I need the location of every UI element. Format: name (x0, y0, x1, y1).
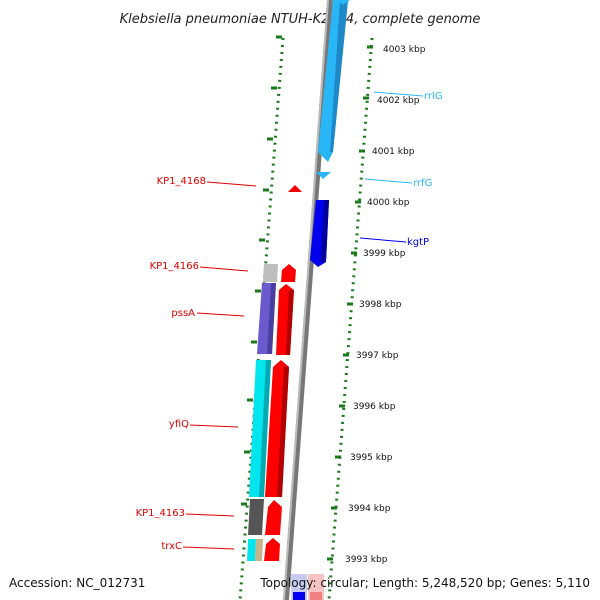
ruler-major-ticks (241, 35, 373, 561)
topology-text: Topology: circular; Length: 5,248,520 bp… (259, 576, 590, 590)
cog-category-boxes (247, 264, 278, 561)
kbp-label: 3999 kbp (363, 249, 406, 259)
label-pssA[interactable]: pssA (171, 308, 195, 319)
gene-trxC-red[interactable] (264, 538, 280, 561)
cog-box-KP1_4166 (263, 264, 278, 282)
label-rrfG[interactable]: rrfG (413, 178, 432, 189)
kbp-scale-labels: 4003 kbp 4002 kbp 4001 kbp 4000 kbp 3999… (345, 45, 426, 565)
feature-rrfG[interactable] (316, 172, 331, 179)
accession-text: Accession: NC_012731 (9, 576, 145, 590)
label-rrlG[interactable]: rrlG (424, 91, 443, 102)
label-KP1_4163[interactable]: KP1_4163 (136, 508, 185, 519)
feature-KP1_4168[interactable] (288, 185, 302, 192)
bottom-partial-features (291, 574, 324, 600)
cog-box-trxC-cyan (247, 539, 256, 561)
reverse-strand-genes (264, 264, 296, 561)
kbp-label: 4001 kbp (372, 147, 415, 157)
feature-kgtP[interactable] (310, 200, 329, 267)
label-kgtP[interactable]: kgtP (407, 237, 429, 248)
ruler-line-right (327, 37, 374, 600)
feature-rrlG[interactable] (318, 0, 350, 162)
left-leader-lines (182, 181, 257, 550)
kbp-label: 3994 kbp (348, 504, 391, 514)
cog-box-trxC-tan (255, 539, 263, 561)
label-KP1_4168[interactable]: KP1_4168 (157, 176, 206, 187)
kbp-label: 4000 kbp (367, 198, 410, 208)
kbp-label: 3996 kbp (353, 402, 396, 412)
kbp-label: 4002 kbp (377, 96, 420, 106)
label-KP1_4166[interactable]: KP1_4166 (150, 261, 199, 272)
gene-KP1_4166-red[interactable] (281, 264, 296, 282)
label-yfiQ[interactable]: yfiQ (169, 419, 189, 430)
cog-box-KP1_4163 (248, 499, 264, 535)
kbp-label: 4003 kbp (383, 45, 426, 55)
gene-KP1_4163-red[interactable] (265, 500, 282, 535)
label-trxC[interactable]: trxC (161, 541, 182, 552)
map-title: Klebsiella pneumoniae NTUH-K2044, comple… (120, 12, 481, 27)
kbp-label: 3993 kbp (345, 555, 388, 565)
kbp-label: 3997 kbp (356, 351, 399, 361)
kbp-label: 3998 kbp (359, 300, 402, 310)
genome-backbone (283, 0, 333, 600)
right-leader-lines (359, 91, 424, 243)
kbp-label: 3995 kbp (350, 453, 393, 463)
